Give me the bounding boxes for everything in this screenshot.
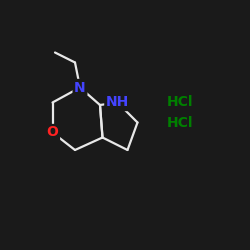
Text: O: O [46, 126, 58, 140]
Text: NH: NH [106, 96, 129, 110]
Text: HCl: HCl [167, 96, 193, 110]
Text: N: N [74, 80, 86, 94]
Text: HCl: HCl [167, 116, 193, 130]
